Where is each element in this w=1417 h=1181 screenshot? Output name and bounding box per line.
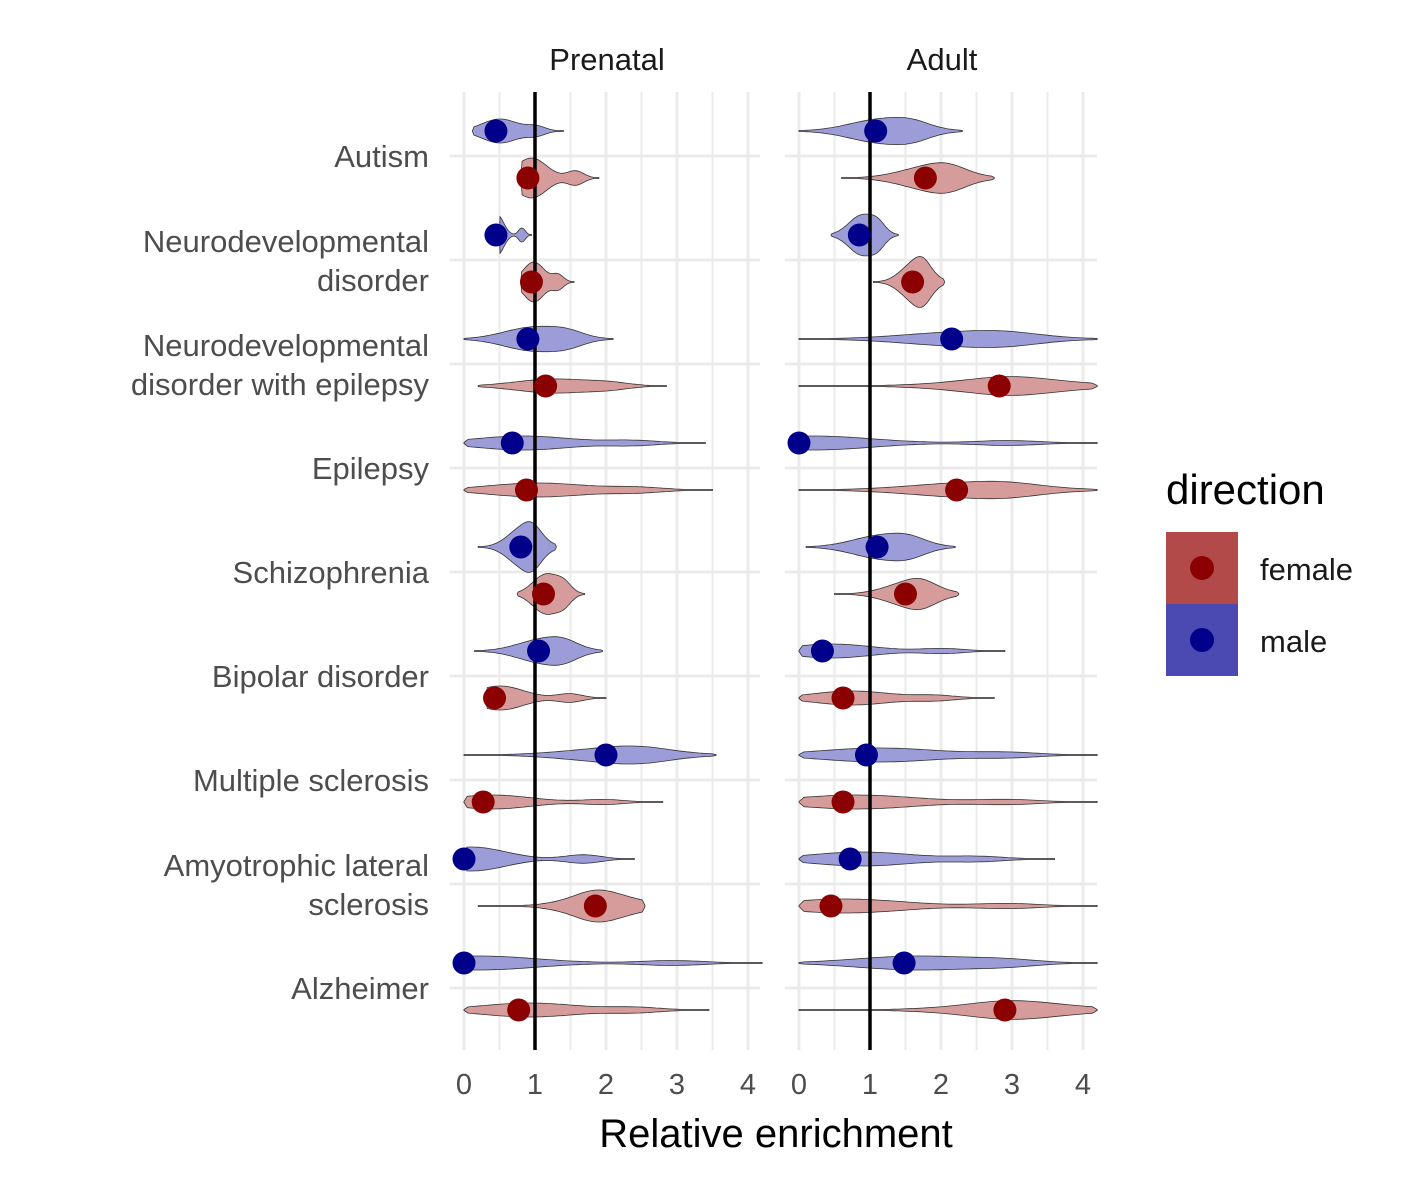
violin-male-prenatal [463,846,635,872]
point-female-adult [987,374,1011,398]
legend-label-female: female [1260,552,1353,587]
point-male-adult [838,847,862,871]
point-male-adult [940,327,964,351]
legend-label-male: male [1260,624,1327,659]
category-label: Neurodevelopmental disorder [143,224,429,298]
category-label: Autism [334,139,429,174]
point-male-adult [787,431,811,455]
point-female-prenatal [507,998,531,1022]
violin-female-adult [798,898,1098,914]
violin-female-adult [798,1000,1098,1020]
facet-title-adult: Adult [907,42,978,77]
violin-female-adult [798,690,995,706]
violin-female-prenatal [477,889,646,923]
x-tick-label: 0 [456,1069,472,1101]
point-male-prenatal [509,535,533,559]
point-female-prenatal [471,790,495,814]
violin-male-adult [798,747,1098,763]
category-label: Alzheimer [291,971,429,1006]
category-label: Schizophrenia [233,555,430,590]
point-male-prenatal [527,639,551,663]
point-female-prenatal [483,686,507,710]
point-female-prenatal [516,166,540,190]
facet-title-prenatal: Prenatal [549,42,664,77]
category-label: Bipolar disorder [212,659,429,694]
point-female-adult [819,894,843,918]
point-male-prenatal [516,327,540,351]
point-female-prenatal [583,894,607,918]
point-female-adult [901,270,925,294]
category-label: Neurodevelopmental disorder with epilepsy [131,328,430,402]
violin-female-adult [798,794,1098,810]
point-male-adult [854,743,878,767]
x-tick-label: 4 [740,1069,756,1101]
point-male-prenatal [484,119,508,143]
point-male-adult [865,535,889,559]
point-female-prenatal [514,478,538,502]
x-tick-label: 0 [791,1069,807,1101]
point-female-adult [831,790,855,814]
x-tick-label: 3 [1004,1069,1020,1101]
violin-male-adult [798,955,1098,971]
point-male-adult [810,639,834,663]
point-male-prenatal [484,223,508,247]
violin-female-prenatal [463,482,713,498]
x-axis-title: Relative enrichment [599,1112,953,1156]
x-tick-label: 2 [598,1069,614,1101]
violin-male-prenatal [463,745,717,765]
point-female-prenatal [519,270,543,294]
violin-male-adult [798,851,1055,867]
x-tick-label: 4 [1075,1069,1091,1101]
violin-female-prenatal [484,685,607,711]
point-male-prenatal [594,743,618,767]
x-tick-label: 3 [669,1069,685,1101]
point-female-adult [993,998,1017,1022]
violin-male-adult [798,435,1098,451]
x-tick-label: 1 [527,1069,543,1101]
violin-male-prenatal [463,435,706,451]
legend-key-female-point [1190,556,1214,580]
legend: direction female male [1166,466,1353,676]
point-female-adult [913,166,937,190]
violin-male-prenatal [499,215,532,255]
point-layer [452,119,1017,1022]
x-tick-label: 1 [862,1069,878,1101]
point-male-adult [864,119,888,143]
violin-female-prenatal [520,157,600,199]
reference-lines [533,92,872,1050]
label-layer: 0 1 2 3 4 0 1 2 3 4 Autism Neurodevelopmental disord… [131,139,1091,1101]
point-male-prenatal [452,951,476,975]
category-label: Epilepsy [312,451,430,486]
legend-key-male-point [1190,628,1214,652]
point-male-adult [847,223,871,247]
violin-male-prenatal [463,955,763,971]
violin-female-prenatal [463,794,664,810]
point-male-prenatal [452,847,476,871]
point-male-prenatal [500,431,524,455]
violin-female-prenatal [477,378,667,394]
point-female-adult [945,478,969,502]
legend-title: direction [1166,466,1325,513]
violin-female-adult [798,376,1098,396]
category-label: Multiple sclerosis [193,763,429,798]
point-female-prenatal [534,374,558,398]
point-female-adult [831,686,855,710]
point-male-adult [892,951,916,975]
x-tick-label: 2 [933,1069,949,1101]
point-female-prenatal [532,582,556,606]
violin-female-prenatal [463,1002,710,1018]
category-label: Amyotrophic lateral sclerosis [164,848,429,922]
point-female-adult [894,582,917,606]
